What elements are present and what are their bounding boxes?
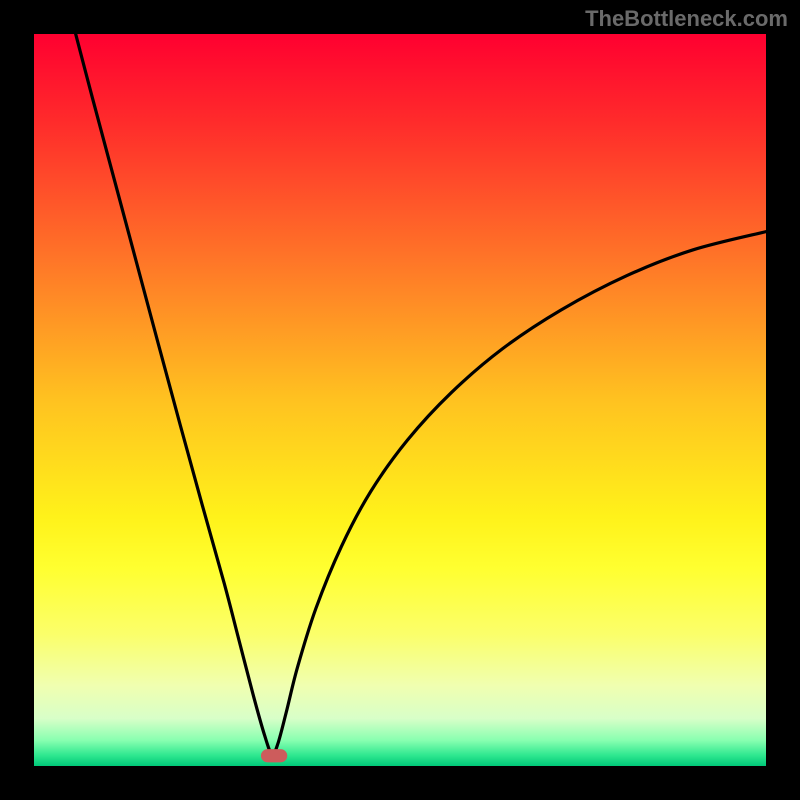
bottleneck-chart: TheBottleneck.com: [0, 0, 800, 800]
watermark-text: TheBottleneck.com: [585, 6, 788, 32]
plot-background-gradient: [34, 34, 766, 766]
minimum-marker: [261, 749, 287, 762]
chart-svg-canvas: [0, 0, 800, 800]
